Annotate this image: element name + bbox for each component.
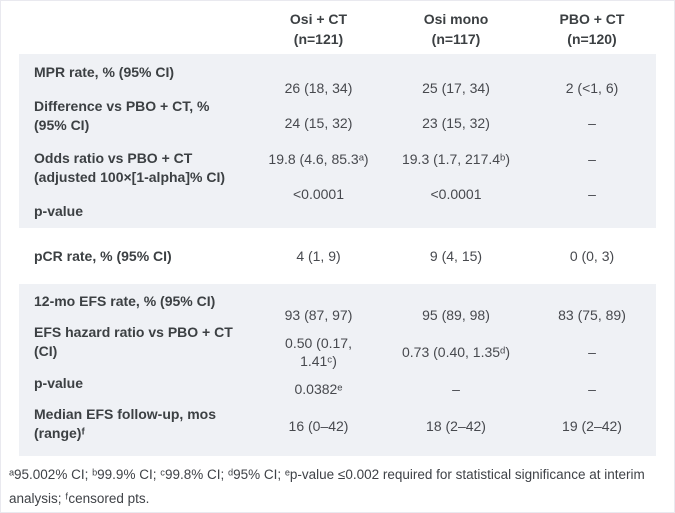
value-cell: 4 (1, 9) bbox=[296, 248, 341, 264]
table-section-pcr: pCR rate, % (95% CI) 4 (1, 9) 9 (4, 15) 0 (… bbox=[19, 228, 656, 284]
value-cell: 9 (4, 15) bbox=[429, 248, 483, 264]
value-cell: <0.0001 bbox=[293, 186, 344, 203]
value-cell: 19 (2–42) bbox=[562, 417, 622, 434]
table-footnote: ᵃ95.002% CI; ᵇ99.9% CI; ᶜ99.8% CI; ᵈ95% … bbox=[9, 467, 645, 506]
row-values: 26 (18, 34) 25 (17, 34) 2 (<1, 6) 24 (15, 3… bbox=[251, 54, 658, 228]
row-values: 4 (1, 9) 9 (4, 15) 0 (0, 3) bbox=[251, 228, 658, 284]
row-label: Median EFS follow-up, mos (range)ᶠ bbox=[34, 405, 216, 441]
value-cell: 0.73 (0.40, 1.35ᵈ) bbox=[401, 343, 511, 360]
value-cell: – bbox=[588, 380, 596, 397]
row-label: EFS hazard ratio vs PBO + CT (CI) bbox=[34, 324, 233, 360]
table-header: Osi + CT (n=121) Osi mono (n=117) PBO + … bbox=[19, 1, 656, 54]
row-label: pCR rate, % (95% CI) bbox=[34, 247, 172, 264]
value-cell: <0.0001 bbox=[430, 186, 482, 203]
row-label: Difference vs PBO + CT, % (95% CI) bbox=[34, 97, 210, 133]
value-cell: – bbox=[588, 186, 596, 203]
value-cell: – bbox=[588, 150, 596, 167]
value-cell: 25 (17, 34) bbox=[422, 79, 490, 96]
value-cell: 0.0382ᵉ bbox=[294, 380, 343, 397]
value-cell: 2 (<1, 6) bbox=[565, 79, 619, 96]
column-title: Osi + CT bbox=[289, 10, 348, 27]
value-cell: 0.50 (0.17, 1.41ᶜ) bbox=[285, 334, 352, 369]
value-cell: 19.8 (4.6, 85.3ᵃ) bbox=[268, 150, 369, 167]
value-cell: 18 (2–42) bbox=[426, 417, 486, 434]
value-cell: 24 (15, 32) bbox=[284, 115, 353, 132]
table-section-mpr: MPR rate, % (95% CI) Difference vs PBO + … bbox=[19, 54, 656, 228]
header-spacer bbox=[19, 27, 251, 29]
row-label: Odds ratio vs PBO + CT (adjusted 100×[1-… bbox=[34, 150, 225, 186]
row-labels: 12-mo EFS rate, % (95% CI) EFS hazard rat… bbox=[19, 284, 251, 456]
value-cell: 19.3 (1.7, 217.4ᵇ) bbox=[401, 150, 511, 167]
row-label: p-value bbox=[34, 374, 84, 391]
value-cell: – bbox=[452, 380, 460, 397]
value-cell: 16 (0–42) bbox=[288, 417, 349, 434]
column-title: Osi mono bbox=[423, 10, 489, 27]
row-label: MPR rate, % (95% CI) bbox=[34, 64, 175, 80]
value-cell: – bbox=[588, 343, 596, 360]
column-header-osi-ct: Osi + CT (n=121) bbox=[251, 7, 386, 49]
value-cell: 95 (89, 98) bbox=[422, 306, 490, 323]
row-label: p-value bbox=[34, 202, 84, 219]
column-title: PBO + CT bbox=[559, 10, 625, 27]
value-cell: 26 (18, 34) bbox=[284, 79, 353, 96]
value-cell: 83 (75, 89) bbox=[558, 306, 626, 323]
column-n: (n=121) bbox=[293, 30, 344, 47]
column-n: (n=117) bbox=[431, 30, 481, 47]
column-header-osi-mono: Osi mono (n=117) bbox=[386, 7, 526, 49]
value-cell: 23 (15, 32) bbox=[422, 115, 490, 132]
row-labels: pCR rate, % (95% CI) bbox=[19, 228, 251, 284]
column-n: (n=120) bbox=[567, 30, 617, 47]
value-cell: 93 (87, 97) bbox=[284, 306, 353, 323]
table-sections: MPR rate, % (95% CI) Difference vs PBO + … bbox=[1, 54, 674, 456]
value-cell: 0 (0, 3) bbox=[569, 248, 615, 264]
row-labels: MPR rate, % (95% CI) Difference vs PBO + … bbox=[19, 54, 251, 228]
row-values: 93 (87, 97) 95 (89, 98) 83 (75, 89) 0.50 (0… bbox=[251, 284, 658, 456]
column-header-pbo-ct: PBO + CT (n=120) bbox=[526, 7, 658, 49]
table-section-efs: 12-mo EFS rate, % (95% CI) EFS hazard rat… bbox=[19, 284, 656, 456]
value-cell: – bbox=[588, 115, 596, 132]
row-label: 12-mo EFS rate, % (95% CI) bbox=[34, 293, 216, 309]
